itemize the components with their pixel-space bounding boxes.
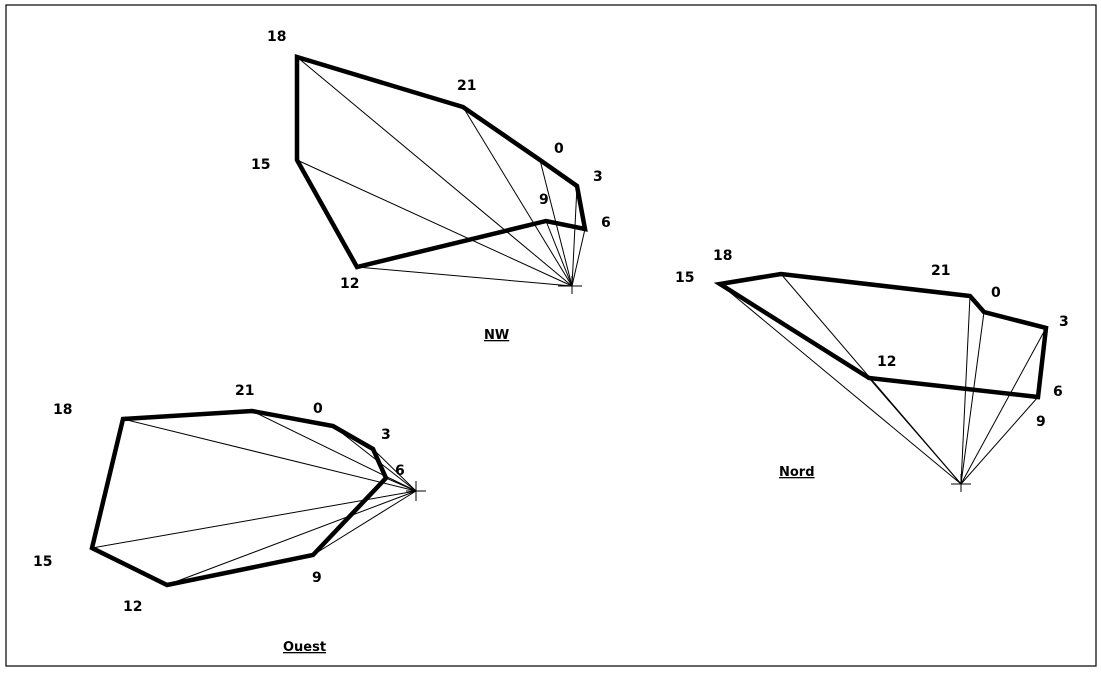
- nw-label-6: 6: [601, 215, 611, 231]
- nw-label-12: 12: [340, 276, 359, 292]
- frame-border: [5, 4, 1097, 667]
- nw-label-15: 15: [251, 157, 270, 173]
- nord-rays: [719, 273, 1047, 485]
- diagram-ouest: 18 21 0 3 6 15 12 9 Ouest: [33, 383, 426, 655]
- nord-polygon: [713, 271, 1049, 400]
- nw-title: NW: [484, 328, 509, 343]
- diagram-nw: 18 21 0 3 9 6 15 12 NW: [251, 29, 611, 343]
- nord-label-0: 0: [991, 285, 1001, 301]
- ouest-label-9: 9: [312, 570, 322, 586]
- nord-label-6: 6: [1053, 384, 1063, 400]
- nw-origin-cross: [558, 276, 582, 294]
- nord-label-18: 18: [713, 248, 732, 264]
- ouest-origin-cross: [406, 481, 426, 501]
- ouest-label-12: 12: [123, 599, 142, 615]
- nw-label-21: 21: [457, 78, 476, 94]
- ouest-label-6: 6: [395, 463, 405, 479]
- nord-origin-cross: [951, 474, 971, 492]
- ouest-label-15: 15: [33, 554, 52, 570]
- ouest-title: Ouest: [283, 640, 326, 655]
- nord-label-21: 21: [931, 263, 950, 279]
- nw-polygon: [294, 53, 588, 270]
- nord-label-12: 12: [877, 354, 896, 370]
- ouest-label-0: 0: [313, 401, 323, 417]
- nw-rays: [296, 56, 586, 287]
- diagram-nord: 18 15 21 0 3 12 6 9 Nord: [675, 248, 1069, 492]
- nord-label-15: 15: [675, 270, 694, 286]
- ouest-rays: [91, 410, 417, 586]
- nord-title: Nord: [779, 465, 815, 480]
- ouest-label-21: 21: [235, 383, 254, 399]
- ouest-label-18: 18: [53, 402, 72, 418]
- nw-label-3: 3: [593, 169, 603, 185]
- nord-label-3: 3: [1059, 314, 1069, 330]
- nw-label-18: 18: [267, 29, 286, 45]
- nw-label-9: 9: [539, 192, 549, 208]
- ouest-label-3: 3: [381, 427, 391, 443]
- ouest-polygon: [89, 408, 389, 588]
- nord-label-9: 9: [1036, 414, 1046, 430]
- nw-label-0: 0: [554, 141, 564, 157]
